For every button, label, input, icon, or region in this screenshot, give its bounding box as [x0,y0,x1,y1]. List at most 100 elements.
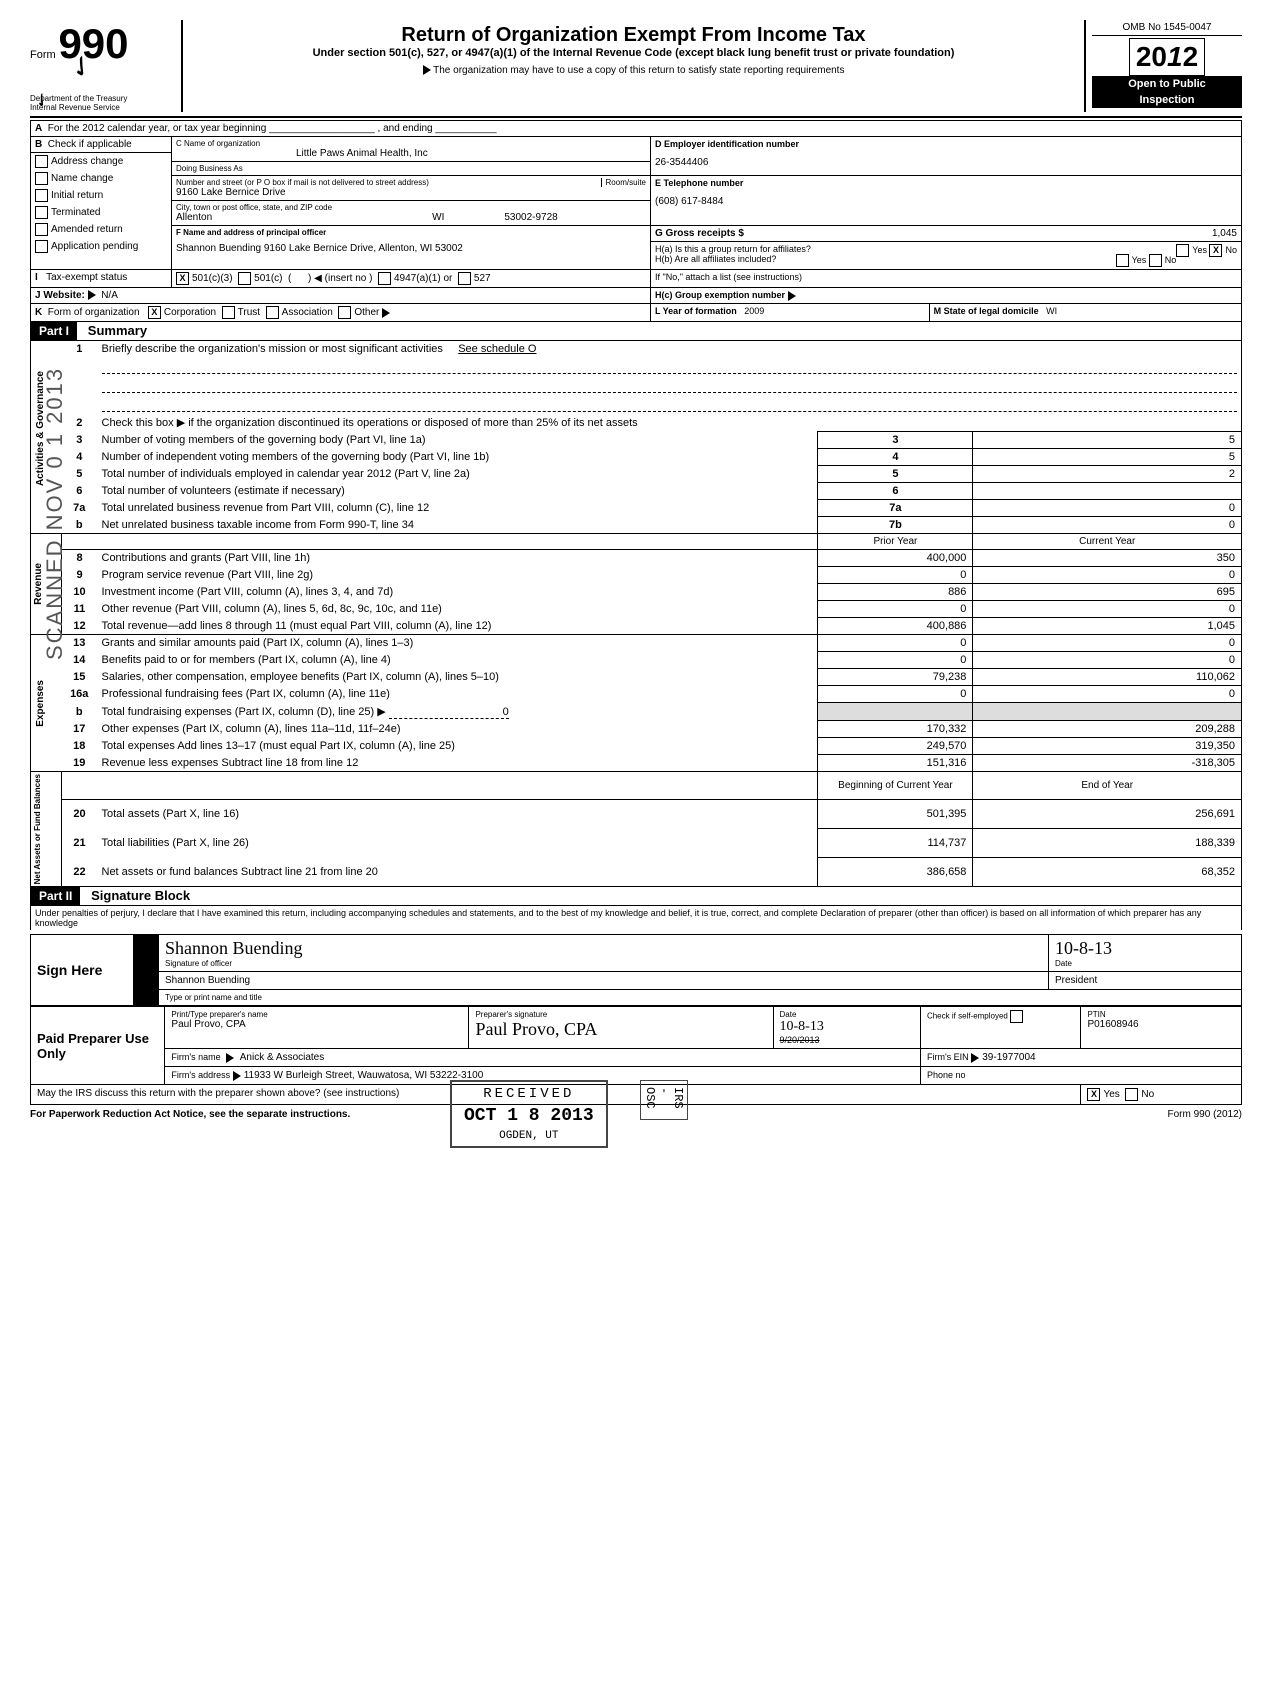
arrow-icon [382,308,390,318]
self-employed-checkbox[interactable] [1010,1010,1023,1023]
part2-label: Part II [31,887,80,905]
line9-prior: 0 [818,567,973,584]
line21-prior: 114,737 [818,828,973,857]
ha-yes-checkbox[interactable] [1176,244,1189,257]
name-change-checkbox[interactable] [35,172,48,185]
part2-header: Part II Signature Block [30,887,1242,906]
prep-date: 10-8-13 [780,1019,914,1035]
hb-no-checkbox[interactable] [1149,254,1162,267]
line5-value: 2 [973,466,1242,483]
line11-label: Other revenue (Part VIII, column (A), li… [98,601,818,618]
name-change-label: Name change [51,173,113,184]
initial-return-checkbox[interactable] [35,189,48,202]
app-pending-label: Application pending [51,241,138,252]
side-expenses: Expenses [35,680,46,727]
line12-label: Total revenue—add lines 8 through 11 (mu… [98,618,818,635]
line1-value: See schedule O [458,343,536,355]
line16b-value: 0 [389,706,509,719]
stamp-ogden: OGDEN, UT [464,1130,594,1142]
501c-label: 501(c) [254,273,282,284]
stamp-received: RECEIVED [464,1086,594,1102]
self-employed-label: Check if self-employed [927,1012,1008,1021]
line9-label: Program service revenue (Part VIII, line… [98,567,818,584]
amended-checkbox[interactable] [35,223,48,236]
terminated-checkbox[interactable] [35,206,48,219]
copy-note: The organization may have to use a copy … [433,65,844,76]
paperwork-notice: For Paperwork Reduction Act Notice, see … [30,1109,350,1120]
line22-label: Net assets or fund balances Subtract lin… [98,858,818,887]
type-name-label: Type or print name and title [159,990,1242,1006]
line12-prior: 400,886 [818,618,973,635]
app-pending-checkbox[interactable] [35,240,48,253]
line3-label: Number of voting members of the governin… [98,432,818,449]
irs-osc-stamp: IRS - OSC [640,1080,688,1120]
h-note: If "No," attach a list (see instructions… [651,270,1242,288]
form-word: Form [30,49,56,61]
terminated-label: Terminated [51,207,100,218]
hb-yes-checkbox[interactable] [1116,254,1129,267]
hb-yes: Yes [1132,255,1147,265]
paid-preparer-block: Paid Preparer Use Only Print/Type prepar… [30,1006,1242,1105]
discuss-no-checkbox[interactable] [1125,1088,1138,1101]
line18-current: 319,350 [973,738,1242,755]
line17-label: Other expenses (Part IX, column (A), lin… [98,721,818,738]
line6-label: Total number of volunteers (estimate if … [98,483,818,500]
assoc-checkbox[interactable] [266,306,279,319]
line14-current: 0 [973,652,1242,669]
stamp-date: OCT 1 8 2013 [464,1106,594,1126]
other-checkbox[interactable] [338,306,351,319]
year-suffix: 2 [1183,41,1199,72]
open-public: Open to Public [1092,76,1242,92]
inspection: Inspection [1092,92,1242,108]
line20-prior: 501,395 [818,799,973,828]
state-value: WI [432,212,444,223]
line16a-prior: 0 [818,686,973,703]
current-year-hdr: Current Year [973,534,1242,550]
line18-prior: 249,570 [818,738,973,755]
ha-no-checkbox[interactable]: X [1209,244,1222,257]
paid-preparer-label: Paid Preparer Use Only [31,1007,165,1085]
addr-change-checkbox[interactable] [35,155,48,168]
line7a-label: Total unrelated business revenue from Pa… [98,500,818,517]
4947-checkbox[interactable] [378,272,391,285]
line17-current: 209,288 [973,721,1242,738]
ptin-value: P01608946 [1087,1019,1235,1030]
line5-label: Total number of individuals employed in … [98,466,818,483]
m-label: M State of legal domicile [934,306,1039,316]
501c3-checkbox[interactable]: X [176,272,189,285]
line-a-end: , and ending [378,123,433,134]
line14-prior: 0 [818,652,973,669]
firm-address: 11933 W Burleigh Street, Wauwatosa, WI 5… [244,1070,484,1081]
501c3-label: 501(c)(3) [192,273,233,284]
firm-addr-label: Firm's address [171,1070,230,1080]
sig-date: 10-8-13 [1055,938,1235,959]
line17-prior: 170,332 [818,721,973,738]
line8-prior: 400,000 [818,550,973,567]
line11-current: 0 [973,601,1242,618]
phone-label: Phone no [920,1067,1241,1085]
gross-receipts: 1,045 [1212,228,1237,239]
form-header: Form 990 Department of the Treasury Inte… [30,20,1242,118]
trust-checkbox[interactable] [222,306,235,319]
officer-title: President [1049,972,1242,990]
discuss-no: No [1141,1090,1154,1101]
form-number-footer: Form 990 (2012) [1168,1109,1242,1120]
firm-ein-label: Firm's EIN [927,1052,969,1062]
line4-value: 5 [973,449,1242,466]
line18-label: Total expenses Add lines 13–17 (must equ… [98,738,818,755]
line16a-current: 0 [973,686,1242,703]
corp-checkbox[interactable]: X [148,306,161,319]
line19-label: Revenue less expenses Subtract line 18 f… [98,755,818,772]
officer-signature: Shannon Buending [165,938,1042,959]
501c-checkbox[interactable] [238,272,251,285]
discuss-yes-checkbox[interactable]: X [1087,1088,1100,1101]
other-label: Other [354,307,379,318]
ha-label: H(a) Is this a group return for affiliat… [655,244,811,254]
527-checkbox[interactable] [458,272,471,285]
trust-label: Trust [238,307,260,318]
line2-label: Check this box ▶ if the organization dis… [102,417,638,429]
ein-value: 26-3544406 [655,157,1237,168]
sig-date-label: Date [1055,959,1235,968]
hc-label: H(c) Group exemption number [655,290,785,300]
year-prefix: 20 [1136,41,1167,72]
